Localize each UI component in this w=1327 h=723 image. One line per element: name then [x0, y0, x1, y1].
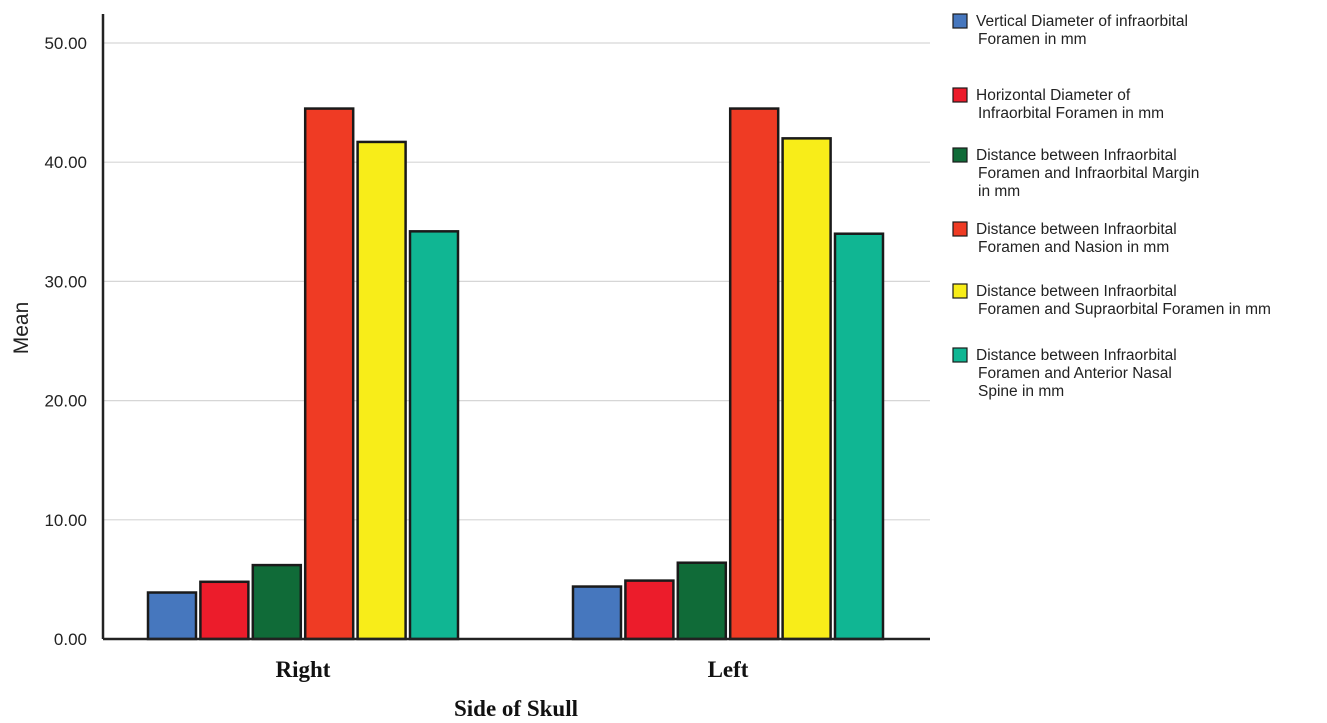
- x-category-labels: Right Left: [276, 657, 749, 682]
- legend-swatch: [952, 283, 968, 299]
- legend-label: Spine in mm: [978, 383, 1064, 400]
- bar-left-series-1: [571, 585, 623, 641]
- y-tick-label: 20.00: [44, 392, 87, 411]
- x-category-label: Left: [708, 657, 749, 682]
- bar-left-series-4: [728, 107, 780, 641]
- bar-left-series-3: [676, 561, 728, 641]
- bar-right-series-1: [146, 591, 198, 641]
- legend-label: Foramen and Anterior Nasal: [978, 365, 1172, 382]
- y-axis-title: Mean: [10, 302, 33, 355]
- x-axis-title: Side of Skull: [454, 696, 578, 721]
- y-tick-label: 0.00: [54, 630, 87, 649]
- bar-left-series-5: [781, 137, 832, 641]
- legend-swatch: [952, 347, 968, 363]
- legend-label: Distance between Infraorbital: [976, 147, 1177, 164]
- legend-label: Foramen in mm: [978, 31, 1087, 48]
- legend-label: Distance between Infraorbital: [976, 347, 1177, 364]
- bar-right-series-6: [408, 230, 460, 641]
- legend-label: Foramen and Supraorbital Foramen in mm: [978, 301, 1271, 318]
- y-tick-labels: 0.00 10.00 20.00 30.00 40.00 50.00: [44, 34, 87, 649]
- legend-swatch: [952, 221, 968, 237]
- bar-right-series-5: [356, 140, 407, 641]
- legend: Vertical Diameter of infraorbitalForamen…: [952, 13, 1271, 400]
- y-tick-label: 30.00: [44, 272, 87, 291]
- y-tick-label: 40.00: [44, 153, 87, 172]
- y-tick-label: 50.00: [44, 34, 87, 53]
- bar-left-series-2: [624, 579, 675, 641]
- bar-right-series-2: [199, 580, 250, 641]
- legend-label: Foramen and Infraorbital Margin: [978, 165, 1199, 182]
- legend-label: Vertical Diameter of infraorbital: [976, 13, 1188, 30]
- x-category-label: Right: [276, 657, 331, 682]
- bars: [146, 107, 885, 641]
- legend-label: Distance between Infraorbital: [976, 221, 1177, 238]
- legend-label: Horizontal Diameter of: [976, 87, 1131, 104]
- legend-label: Distance between Infraorbital: [976, 283, 1177, 300]
- bar-left-series-6: [833, 232, 885, 641]
- bar-right-series-4: [303, 107, 355, 641]
- bar-right-series-3: [251, 563, 303, 641]
- y-tick-label: 10.00: [44, 511, 87, 530]
- legend-label: in mm: [978, 183, 1020, 200]
- legend-label: Infraorbital Foramen in mm: [978, 105, 1164, 122]
- axes: [101, 14, 930, 641]
- legend-swatch: [952, 147, 968, 163]
- legend-swatch: [952, 87, 968, 103]
- legend-swatch: [952, 13, 968, 29]
- legend-label: Foramen and Nasion in mm: [978, 239, 1169, 256]
